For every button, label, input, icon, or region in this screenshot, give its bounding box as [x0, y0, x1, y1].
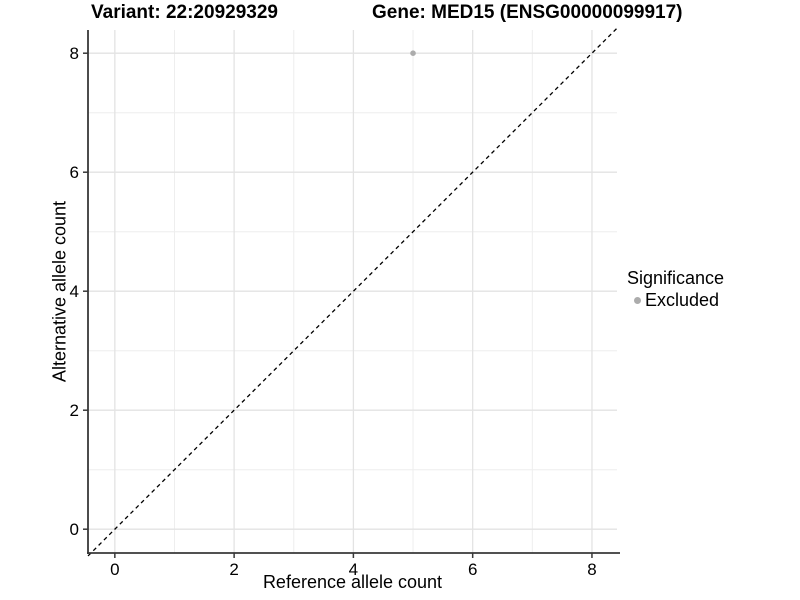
legend-title: Significance [627, 268, 725, 288]
y-tick-label: 4 [70, 282, 79, 301]
legend-item-label: Excluded [645, 290, 720, 310]
identity-reference-line [87, 27, 618, 557]
x-tick-label: 8 [587, 560, 596, 579]
legend-circle-marker-icon [634, 297, 641, 304]
y-tick-label: 2 [70, 401, 79, 420]
y-tick-label: 0 [70, 520, 79, 539]
x-tick-label: 2 [229, 560, 238, 579]
y-tick-label: 8 [70, 44, 79, 63]
x-tick-label: 6 [468, 560, 477, 579]
plot-title-variant: Variant: 22:20929329 [91, 2, 278, 23]
legend: Significance Excluded [627, 268, 724, 311]
x-tick-label: 0 [110, 560, 119, 579]
plot-title-gene: Gene: MED15 (ENSG00000099917) [372, 2, 683, 23]
data-point [410, 50, 416, 57]
x-axis-title: Reference allele count [262, 572, 443, 592]
y-axis-title: Alternative allele count [49, 200, 70, 383]
x-tick-label: 4 [349, 560, 358, 579]
legend-item-excluded: Excluded [627, 290, 724, 311]
y-tick-label: 6 [70, 163, 79, 182]
